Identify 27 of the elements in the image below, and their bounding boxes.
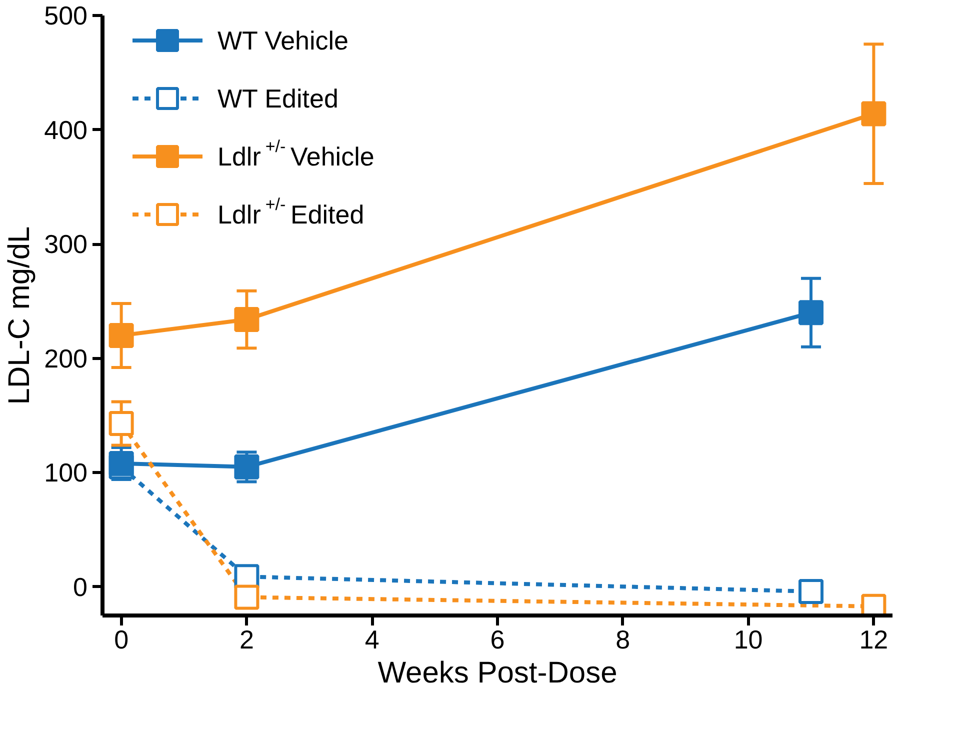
point (798, 300, 824, 326)
point (234, 307, 260, 332)
y-tick-label: 300 (44, 229, 88, 260)
y-tick-label: 0 (73, 572, 88, 602)
legend-label: WT Edited (218, 84, 338, 114)
point (798, 579, 824, 604)
y-axis-title: LDL-C mg/dL (3, 226, 36, 405)
point (861, 101, 886, 126)
point (108, 411, 134, 436)
legend-label: Ldlr+/- Edited (218, 195, 364, 230)
x-tick-label: 6 (490, 624, 505, 654)
x-tick-label: 4 (364, 624, 380, 654)
y-tick-label: 100 (44, 458, 88, 488)
x-tick-label: 8 (616, 624, 630, 654)
y-tick-label: 400 (44, 114, 88, 145)
x-tick-label: 2 (239, 624, 254, 654)
x-tick-label: 12 (859, 624, 888, 654)
point (234, 454, 260, 480)
x-tick-label: 0 (114, 624, 129, 654)
point (234, 584, 260, 610)
x-tick-label: 10 (734, 624, 763, 654)
legend-label: Ldlr+/- Vehicle (218, 137, 374, 172)
y-tick-label: 500 (44, 0, 88, 30)
point (108, 323, 134, 348)
x-axis-title: Weeks Post-Dose (378, 656, 618, 690)
legend-label: WT Vehicle (218, 26, 349, 56)
y-tick-label: 200 (44, 343, 88, 374)
